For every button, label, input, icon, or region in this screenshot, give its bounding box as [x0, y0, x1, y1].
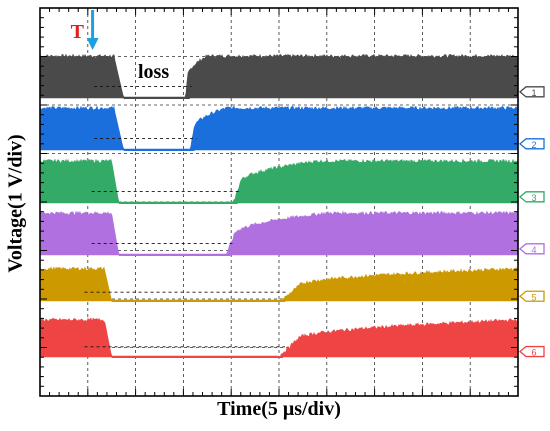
channel-marker-2	[518, 138, 545, 150]
channel-marker-5	[518, 290, 545, 302]
channel-label-5: 5	[531, 292, 536, 302]
channel-label-3: 3	[531, 193, 536, 203]
channel-label-6: 6	[531, 348, 536, 358]
channel-marker-6	[518, 345, 545, 358]
channel-marker-4	[518, 243, 545, 255]
loss-annotation: loss	[138, 61, 169, 83]
channel-label-1: 1	[531, 88, 536, 98]
trigger-arrow-head	[86, 38, 99, 50]
series-3-trace	[39, 158, 519, 204]
trigger-label: T	[71, 21, 85, 43]
channel-label-2: 2	[531, 140, 536, 150]
series-1-trace	[39, 53, 519, 99]
series-4-trace	[39, 210, 519, 256]
channel-marker-3	[518, 191, 545, 203]
x-axis-label: Time(5 μs/div)	[217, 398, 341, 420]
channel-label-4: 4	[531, 245, 536, 255]
channel-marker-1	[518, 86, 545, 98]
series-2-trace	[39, 105, 519, 151]
